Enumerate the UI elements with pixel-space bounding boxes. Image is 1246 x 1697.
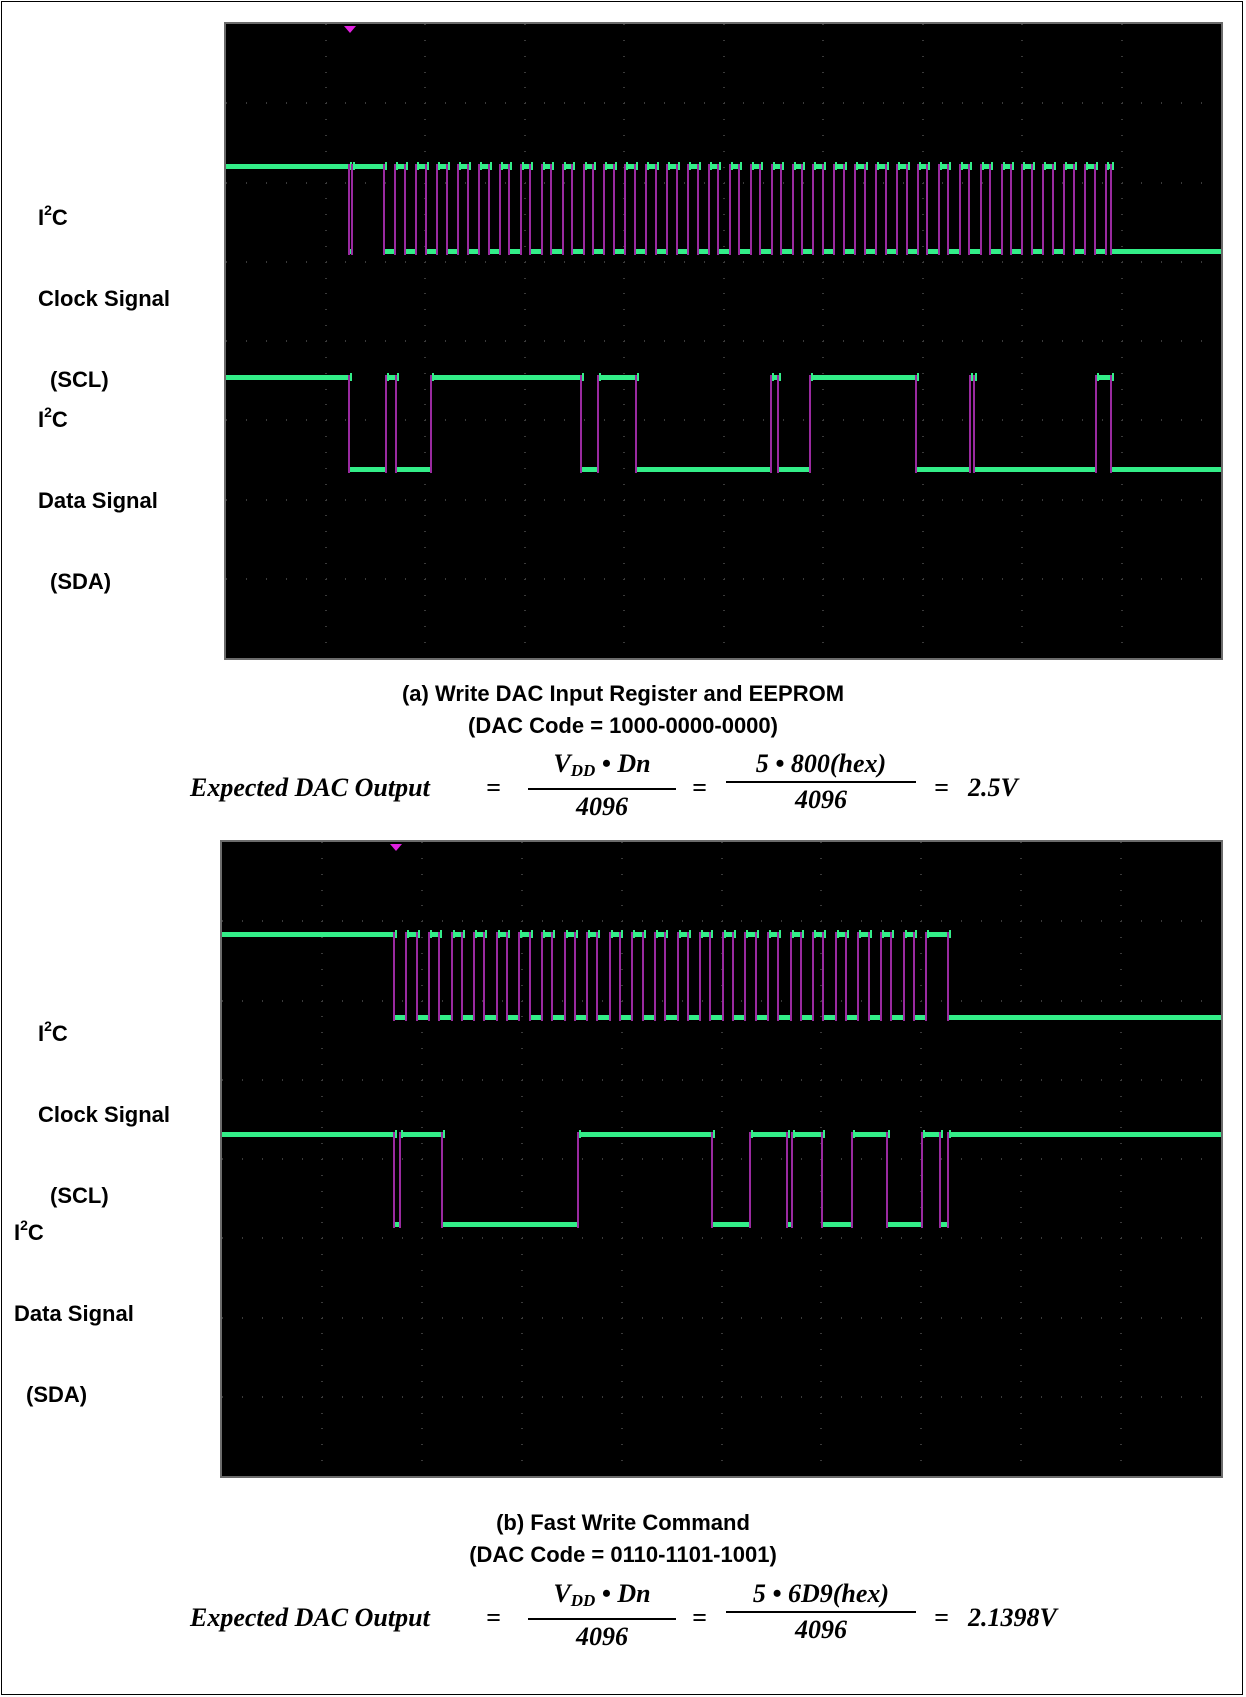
equation-a-eq2: =	[692, 773, 707, 802]
caption-b-line1: (b) Fast Write Command	[496, 1510, 750, 1535]
scl-label-b: I2C Clock Signal (SCL)	[38, 1017, 171, 1208]
scope-traces-b	[222, 842, 1221, 1461]
equation-b-eq1: =	[486, 1603, 501, 1632]
sda-label-b: I2C Data Signal (SDA)	[14, 1216, 134, 1407]
equation-a-result: 2.5V	[968, 773, 1018, 802]
caption-a-line1: (a) Write DAC Input Register and EEPROM	[401, 681, 845, 706]
equation-b-eq3: =	[934, 1603, 949, 1632]
trigger-marker-icon	[344, 26, 356, 33]
equation-b-result: 2.1398V	[968, 1603, 1057, 1632]
trigger-marker-icon	[390, 844, 402, 851]
caption-a-line2: (DAC Code = 1000-0000-0000)	[468, 713, 778, 738]
oscilloscope-screen-a	[224, 22, 1223, 660]
equation-b-frac1: VDD • Dn 4096	[528, 1579, 676, 1652]
sda-trace-a	[226, 373, 1221, 473]
caption-b-line2: (DAC Code = 0110-1101-1001)	[469, 1542, 777, 1567]
equation-a-eq1: =	[486, 773, 501, 802]
equation-a-eq3: =	[934, 773, 949, 802]
equation-b-eq2: =	[692, 1603, 707, 1632]
sda-label-a: I2C Data Signal (SDA)	[38, 403, 158, 594]
scope-graticule	[222, 842, 1202, 1461]
scope-graticule	[226, 24, 1202, 643]
scope-traces-a	[226, 24, 1221, 643]
equation-b-frac2: 5 • 6D9(hex) 4096	[726, 1579, 916, 1645]
scl-trace-b	[222, 930, 1221, 1021]
scl-label-a: I2C Clock Signal (SCL)	[38, 201, 171, 392]
equation-a-lhs: Expected DAC Output	[190, 773, 430, 802]
equation-b-lhs: Expected DAC Output	[190, 1603, 430, 1632]
sda-trace-b	[222, 1130, 1221, 1228]
oscilloscope-screen-b	[220, 840, 1223, 1478]
equation-a-frac2: 5 • 800(hex) 4096	[726, 749, 916, 815]
scl-trace-a	[226, 162, 1221, 255]
equation-a-frac1: VDD • Dn 4096	[528, 749, 676, 822]
